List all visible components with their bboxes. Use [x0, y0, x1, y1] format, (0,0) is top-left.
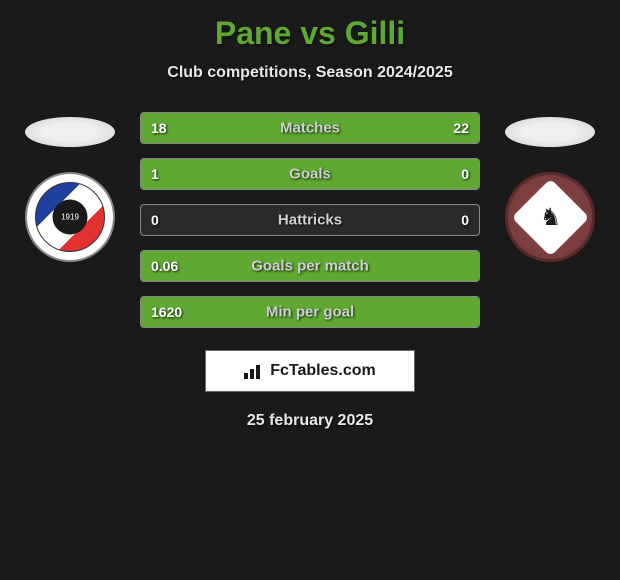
stat-value-right: 0 — [461, 212, 469, 228]
stat-label: Hattricks — [278, 212, 342, 229]
stat-bar-matches: 18 Matches 22 — [140, 112, 480, 144]
player-photo-left — [25, 117, 115, 147]
stat-value-left: 1 — [151, 166, 159, 182]
stat-label: Matches — [280, 120, 340, 137]
right-column: ♞ — [500, 112, 600, 262]
stat-label: Goals — [289, 166, 331, 183]
stat-bar-hattricks: 0 Hattricks 0 — [140, 204, 480, 236]
stat-value-left: 0 — [151, 212, 159, 228]
stat-value-right: 22 — [453, 120, 469, 136]
branding-text: FcTables.com — [270, 362, 376, 380]
club-logo-left-shield: 1919 — [35, 182, 105, 252]
stat-bar-goals-per-match: 0.06 Goals per match — [140, 250, 480, 282]
stat-bar-goals: 1 Goals 0 — [140, 158, 480, 190]
stats-column: 18 Matches 22 1 Goals 0 0 Hattricks 0 — [140, 112, 480, 328]
club-logo-left-year: 1919 — [53, 200, 88, 235]
stat-label: Goals per match — [251, 258, 369, 275]
comparison-title: Pane vs Gilli — [20, 15, 600, 52]
club-logo-right-shield: ♞ — [511, 178, 589, 256]
bar-chart-icon — [244, 363, 264, 379]
comparison-widget: Pane vs Gilli Club competitions, Season … — [0, 0, 620, 440]
comparison-subtitle: Club competitions, Season 2024/2025 — [20, 64, 600, 82]
stat-label: Min per goal — [266, 304, 354, 321]
stat-bar-min-per-goal: 1620 Min per goal — [140, 296, 480, 328]
left-column: 1919 — [20, 112, 120, 262]
stat-fill-left — [141, 159, 411, 189]
stat-value-left: 1620 — [151, 304, 182, 320]
club-logo-right: ♞ — [505, 172, 595, 262]
content-row: 1919 18 Matches 22 1 Goals 0 — [20, 112, 600, 328]
player-photo-right — [505, 117, 595, 147]
club-logo-left: 1919 — [25, 172, 115, 262]
stat-value-left: 18 — [151, 120, 167, 136]
comparison-date: 25 february 2025 — [20, 412, 600, 430]
stat-value-left: 0.06 — [151, 258, 178, 274]
horse-icon: ♞ — [539, 202, 561, 231]
branding-box[interactable]: FcTables.com — [205, 350, 415, 392]
stat-value-right: 0 — [461, 166, 469, 182]
